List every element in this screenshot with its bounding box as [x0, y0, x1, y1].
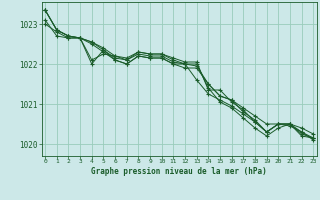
- X-axis label: Graphe pression niveau de la mer (hPa): Graphe pression niveau de la mer (hPa): [91, 167, 267, 176]
